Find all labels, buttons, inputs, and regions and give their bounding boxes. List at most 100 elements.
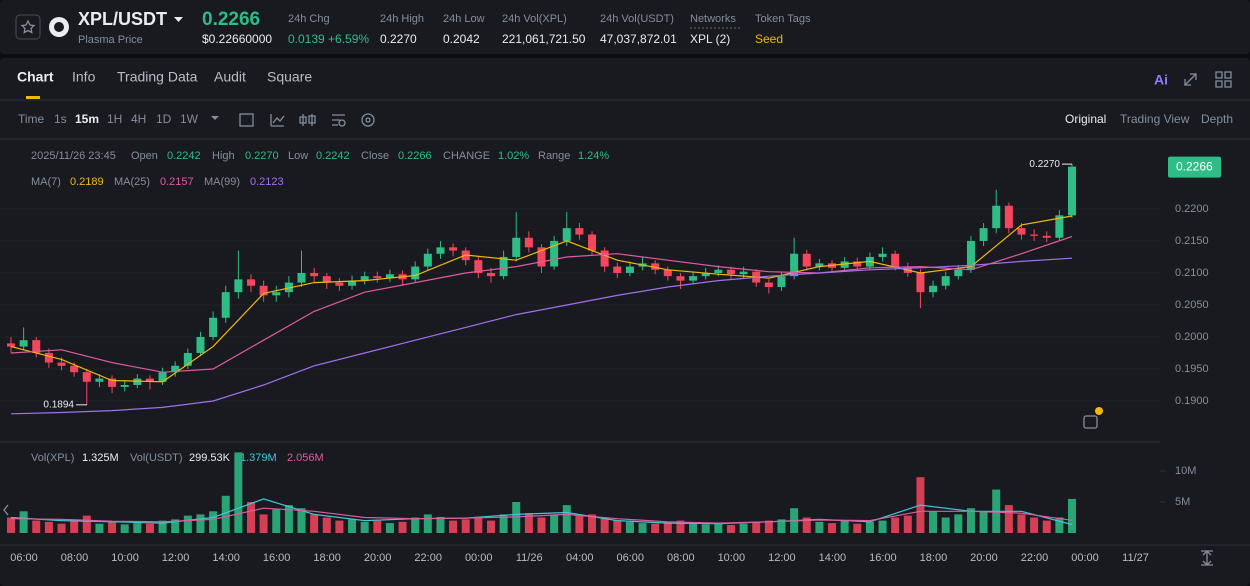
view-tab[interactable]: Trading View	[1120, 112, 1190, 126]
scale-toggle[interactable]	[1201, 550, 1213, 566]
tab[interactable]: Square	[267, 69, 312, 85]
collapse-arrow[interactable]	[3, 504, 9, 516]
volume-bar	[726, 524, 735, 533]
volume-bar	[158, 520, 167, 533]
expand-icon[interactable]	[1184, 73, 1197, 86]
candle-body	[234, 279, 243, 293]
info-label: Open	[131, 150, 158, 162]
volume-bar	[651, 523, 660, 533]
interval[interactable]: 15m	[75, 112, 99, 126]
view-tab[interactable]: Original	[1065, 112, 1106, 126]
candle-body	[966, 240, 975, 270]
volume-bar	[82, 515, 91, 533]
candle-body	[714, 269, 723, 273]
candle-body	[19, 340, 28, 347]
volume-bar	[701, 524, 710, 533]
candle-body	[272, 292, 281, 296]
stat-value: 221,061,721.50	[502, 32, 586, 46]
volume-bar	[461, 519, 470, 533]
candle-body	[524, 237, 533, 248]
y-tick-label: 0.2150	[1175, 235, 1209, 247]
tab[interactable]: Info	[72, 69, 96, 85]
candle-body	[550, 240, 559, 267]
volume-bar	[499, 514, 508, 533]
info-value: 0.2266	[398, 150, 432, 162]
stat-value: 0.2042	[443, 32, 480, 46]
vol-ma-value: 1.379M	[240, 452, 277, 464]
x-tick-label: 14:00	[212, 552, 240, 564]
settings-icon[interactable]	[361, 113, 375, 127]
volume-bar	[714, 523, 723, 533]
x-tick-label: 08:00	[61, 552, 89, 564]
candle-body	[32, 340, 41, 353]
candle-body	[411, 266, 420, 280]
x-tick-label: 11/27	[1122, 552, 1149, 564]
candle-body	[625, 266, 634, 273]
ma-label: MA(25)	[114, 176, 150, 188]
header-panel	[0, 0, 1250, 54]
candle-body	[1030, 234, 1039, 236]
interval[interactable]: 1D	[156, 112, 172, 126]
vol-tick-label: 10M	[1175, 465, 1196, 477]
candle-type-icon[interactable]	[299, 114, 316, 126]
candle-body	[335, 282, 344, 286]
tab[interactable]: Chart	[17, 69, 54, 85]
volume-bar	[840, 520, 849, 533]
x-tick-label: 11/26	[516, 552, 543, 564]
stat-label: 24h Vol(USDT)	[600, 13, 674, 25]
symbol: XPL/USDT	[78, 9, 167, 29]
candle-body	[310, 272, 319, 277]
volume-bar	[550, 514, 559, 533]
vol-tick-label: 5M	[1175, 496, 1190, 508]
vol-label: Vol(USDT)	[130, 452, 183, 464]
volume-bar	[474, 517, 483, 533]
candle-body	[777, 276, 786, 288]
volume-bar	[183, 515, 192, 533]
stat-label: 24h High	[380, 13, 424, 25]
y-tick-label: 0.2000	[1175, 331, 1209, 343]
interval[interactable]: 1s	[54, 112, 67, 126]
volume-bar	[322, 517, 331, 533]
more-intervals[interactable]	[211, 116, 219, 120]
volume-bar	[954, 514, 963, 533]
symbol-dropdown[interactable]	[174, 17, 183, 22]
volume-bar	[941, 517, 950, 533]
stat-value: XPL (2)	[690, 32, 730, 46]
tab[interactable]: Audit	[214, 69, 246, 85]
candle-body	[1055, 215, 1064, 238]
interval[interactable]: 1H	[107, 112, 122, 126]
y-tick-label: 0.2200	[1175, 203, 1209, 215]
low-marker-label: 0.1894	[43, 399, 74, 410]
volume-bar	[1042, 520, 1051, 533]
stat-label: 24h Chg	[288, 13, 330, 25]
tab[interactable]: Trading Data	[117, 69, 198, 85]
volume-bar	[613, 520, 622, 533]
view-tab[interactable]: Depth	[1201, 112, 1233, 126]
subtitle: Plasma Price	[78, 34, 143, 46]
info-label: High	[212, 150, 235, 162]
volume-bar	[638, 523, 647, 533]
candle-body	[499, 256, 508, 277]
interval[interactable]: 1W	[180, 112, 199, 126]
candle-body	[474, 260, 483, 273]
indicator-icon[interactable]	[270, 114, 285, 127]
info-label: CHANGE	[443, 150, 490, 162]
candle-body	[840, 261, 849, 268]
calendar-icon[interactable]	[239, 113, 254, 127]
settings-list-icon[interactable]	[332, 114, 345, 126]
volume-bar	[1055, 517, 1064, 533]
candle-body	[221, 292, 230, 318]
volume-bar	[7, 517, 15, 533]
candle-body	[95, 378, 104, 382]
ai-button[interactable]: Ai	[1154, 72, 1168, 88]
favorite-button[interactable]	[15, 14, 41, 40]
candle-body	[689, 276, 698, 281]
interval[interactable]: 4H	[131, 112, 146, 126]
chart-panel	[0, 58, 1250, 586]
layout-icon[interactable]	[1215, 71, 1232, 88]
volume-bar	[373, 520, 382, 533]
volume-bar	[449, 520, 458, 533]
note-icon[interactable]	[1083, 415, 1098, 429]
x-tick-label: 06:00	[10, 552, 38, 564]
candle-body	[512, 237, 521, 257]
